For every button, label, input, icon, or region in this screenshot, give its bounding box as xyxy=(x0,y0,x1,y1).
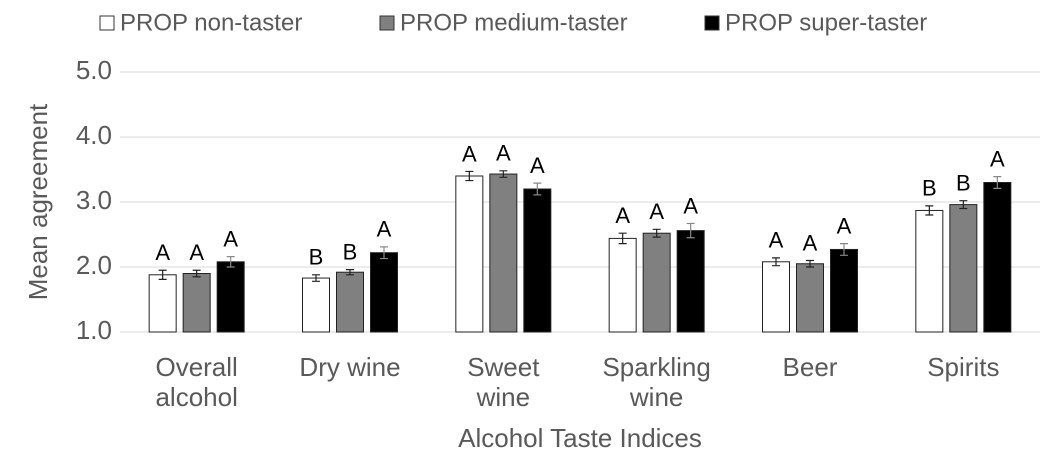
significance-label: A xyxy=(769,228,784,253)
y-axis-title: Mean agreement xyxy=(23,103,53,300)
error-bar xyxy=(993,176,1002,189)
error-bar xyxy=(652,228,661,238)
bar xyxy=(915,209,944,333)
significance-label: A xyxy=(530,153,545,178)
error-bar xyxy=(380,246,388,260)
bar xyxy=(796,263,824,333)
error-bar xyxy=(959,200,968,210)
bar xyxy=(148,274,177,333)
x-tick-label: Beer xyxy=(782,352,838,382)
bar xyxy=(642,232,671,333)
y-tick-label: 2.0 xyxy=(76,250,112,280)
x-axis-title: Alcohol Taste Indices xyxy=(458,423,702,453)
x-tick-label: Overall alcohol xyxy=(155,352,238,412)
significance-label: A xyxy=(462,141,477,166)
bar xyxy=(302,277,330,333)
bar xyxy=(676,230,705,333)
error-bar xyxy=(226,256,235,268)
significance-label: A xyxy=(223,226,238,251)
legend-label: PROP medium-taster xyxy=(400,9,628,36)
significance-label: B xyxy=(309,245,324,270)
x-tick-label: Sweet wine xyxy=(467,352,540,412)
legend-swatch xyxy=(99,15,115,31)
significance-label: A xyxy=(189,240,204,265)
error-bar xyxy=(925,205,934,216)
x-tick-label: Sparkling wine xyxy=(602,352,711,412)
y-tick-label: 5.0 xyxy=(76,55,112,85)
error-bar xyxy=(806,259,814,268)
error-bar xyxy=(618,232,627,245)
error-bar xyxy=(533,182,542,196)
bar xyxy=(949,204,978,333)
error-bar xyxy=(499,170,508,178)
significance-label: A xyxy=(155,240,170,265)
bar xyxy=(608,237,637,333)
significance-label: A xyxy=(683,193,698,218)
bar xyxy=(523,188,552,333)
bar xyxy=(336,271,364,333)
bar xyxy=(762,261,790,333)
x-tick-label: Dry wine xyxy=(299,352,401,382)
significance-label: A xyxy=(803,230,818,255)
significance-label: B xyxy=(956,171,971,196)
error-bar xyxy=(158,269,167,280)
significance-label: B xyxy=(922,176,937,201)
bar xyxy=(830,248,858,333)
bar xyxy=(182,273,211,333)
error-bar xyxy=(686,222,695,239)
significance-label: A xyxy=(377,217,392,242)
significance-label: A xyxy=(990,146,1005,171)
significance-label: A xyxy=(649,199,664,224)
bar xyxy=(489,173,518,333)
y-tick-label: 4.0 xyxy=(76,120,112,150)
bar xyxy=(216,261,245,333)
legend-swatch xyxy=(704,15,720,31)
bar xyxy=(455,175,484,333)
error-bar xyxy=(772,257,780,267)
error-bar xyxy=(346,269,354,276)
legend-swatch xyxy=(379,15,395,31)
error-bar xyxy=(465,170,474,182)
bar xyxy=(983,182,1012,333)
legend-label: PROP non-taster xyxy=(120,9,302,36)
x-tick-label: Spirits xyxy=(927,352,1000,382)
significance-label: A xyxy=(837,213,852,238)
significance-label: A xyxy=(496,141,511,166)
bar xyxy=(370,252,398,333)
error-bar xyxy=(192,269,201,278)
y-tick-label: 3.0 xyxy=(76,185,112,215)
significance-label: A xyxy=(615,203,630,228)
error-bar xyxy=(840,243,848,256)
significance-label: B xyxy=(343,239,358,264)
y-tick-label: 1.0 xyxy=(76,315,112,345)
error-bar xyxy=(312,274,320,282)
legend-label: PROP super-taster xyxy=(725,9,927,36)
